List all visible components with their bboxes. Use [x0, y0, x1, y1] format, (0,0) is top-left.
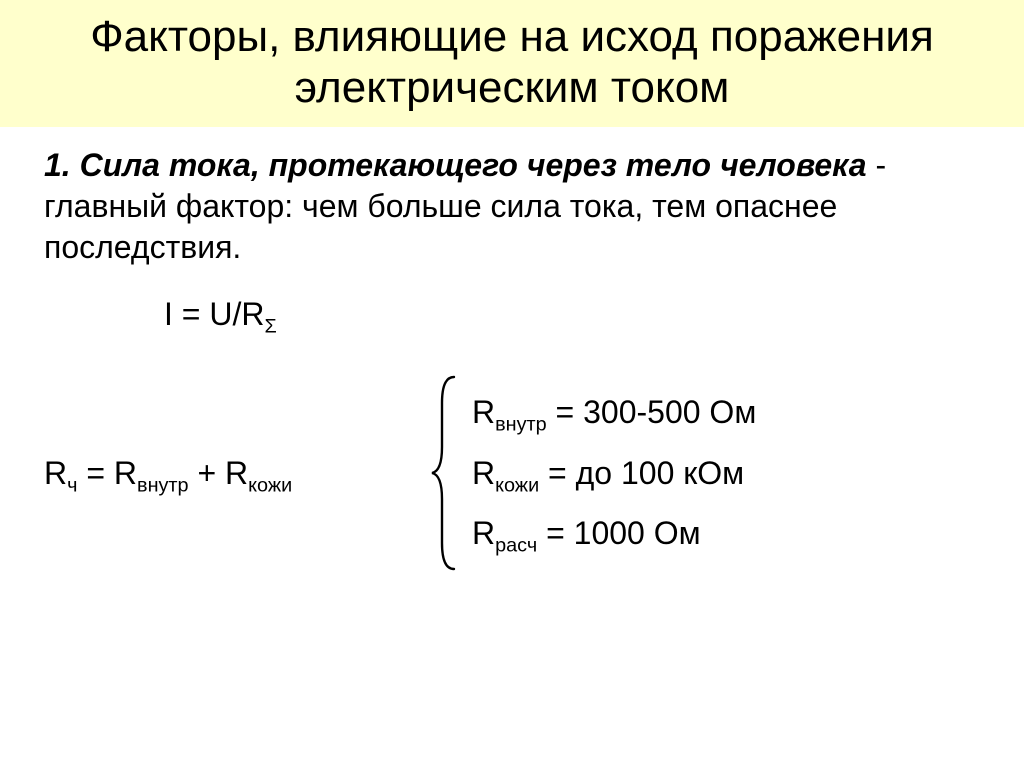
slide-body: 1. Сила тока, протекающего через тело че…	[0, 127, 1024, 573]
slide: Факторы, влияющие на исход поражения эле…	[0, 0, 1024, 767]
rv1-s1: внутр	[495, 413, 547, 435]
resistance-sum-equation: Rч = Rвнутр + Rкожи	[44, 455, 424, 492]
eq-s3: кожи	[248, 474, 292, 496]
rv3-t1: R	[472, 515, 495, 551]
title-band: Факторы, влияющие на исход поражения эле…	[0, 0, 1024, 127]
r-calc-line: Rрасч = 1000 Ом	[472, 503, 756, 564]
eq-s1: ч	[67, 474, 77, 496]
curly-brace-icon	[424, 373, 466, 573]
rv1-t1: R	[472, 394, 495, 430]
resistance-row: Rч = Rвнутр + Rкожи Rвнутр = 300-500 Ом …	[44, 373, 984, 573]
r-internal-line: Rвнутр = 300-500 Ом	[472, 382, 756, 443]
eq-t2: = R	[77, 455, 137, 491]
current-formula: I = U/RΣ	[164, 296, 984, 333]
eq-s2: внутр	[137, 474, 189, 496]
eq-t3: + R	[189, 455, 249, 491]
rv1-t2: = 300-500 Ом	[547, 394, 757, 430]
r-skin-line: Rкожи = до 100 кОм	[472, 443, 756, 504]
rv3-s1: расч	[495, 535, 537, 557]
rv2-t1: R	[472, 455, 495, 491]
formula-sub: Σ	[264, 315, 276, 337]
rv2-s1: кожи	[495, 474, 539, 496]
formula-text: I = U/R	[164, 296, 264, 332]
factor-paragraph: 1. Сила тока, протекающего через тело че…	[44, 145, 984, 268]
rv2-t2: = до 100 кОм	[539, 455, 744, 491]
slide-title: Факторы, влияющие на исход поражения эле…	[20, 12, 1004, 113]
resistance-values-list: Rвнутр = 300-500 Ом Rкожи = до 100 кОм R…	[466, 382, 756, 564]
factor-heading: 1. Сила тока, протекающего через тело че…	[44, 147, 867, 183]
eq-t1: R	[44, 455, 67, 491]
rv3-t2: = 1000 Ом	[537, 515, 700, 551]
